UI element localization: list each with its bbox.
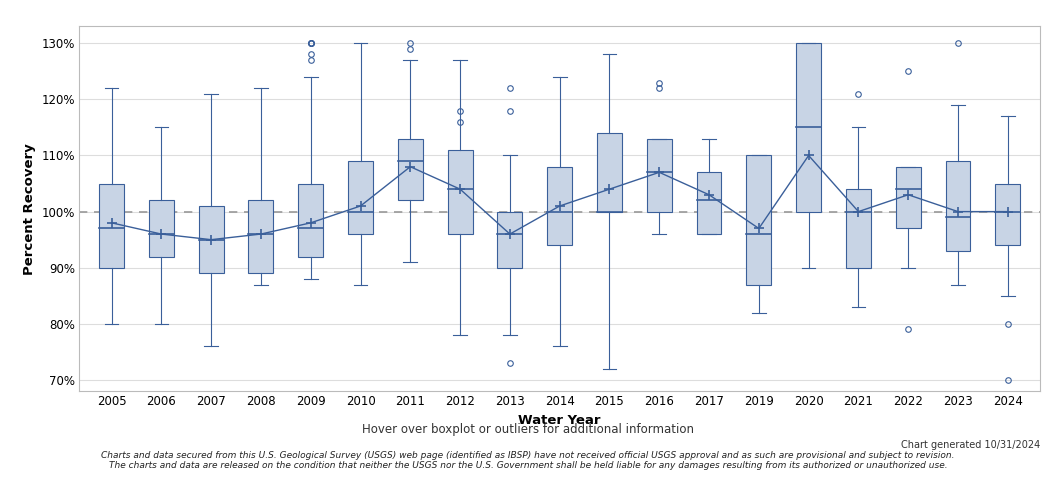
Bar [547, 167, 572, 245]
Bar [697, 172, 721, 234]
Text: Hover over boxplot or outliers for additional information: Hover over boxplot or outliers for addit… [362, 423, 694, 436]
Bar [945, 161, 970, 251]
Bar [497, 212, 523, 268]
X-axis label: Water Year: Water Year [518, 414, 601, 427]
Bar [348, 161, 373, 234]
Text: Chart generated 10/31/2024: Chart generated 10/31/2024 [901, 441, 1040, 450]
Bar [796, 43, 822, 212]
Y-axis label: Percent Recovery: Percent Recovery [23, 143, 36, 275]
Bar [996, 183, 1020, 245]
Bar [747, 156, 771, 285]
Bar [647, 139, 672, 212]
Bar [895, 167, 921, 228]
Bar [398, 139, 422, 200]
Bar [248, 200, 274, 273]
Bar [99, 183, 124, 268]
Bar [149, 200, 174, 256]
Text: Charts and data secured from this U.S. Geological Survey (USGS) web page (identi: Charts and data secured from this U.S. G… [101, 452, 955, 460]
Bar [298, 183, 323, 256]
Text: The charts and data are released on the condition that neither the USGS nor the : The charts and data are released on the … [109, 461, 947, 470]
Bar [448, 150, 472, 234]
Bar [846, 189, 871, 268]
Bar [597, 133, 622, 212]
Bar [199, 206, 224, 273]
